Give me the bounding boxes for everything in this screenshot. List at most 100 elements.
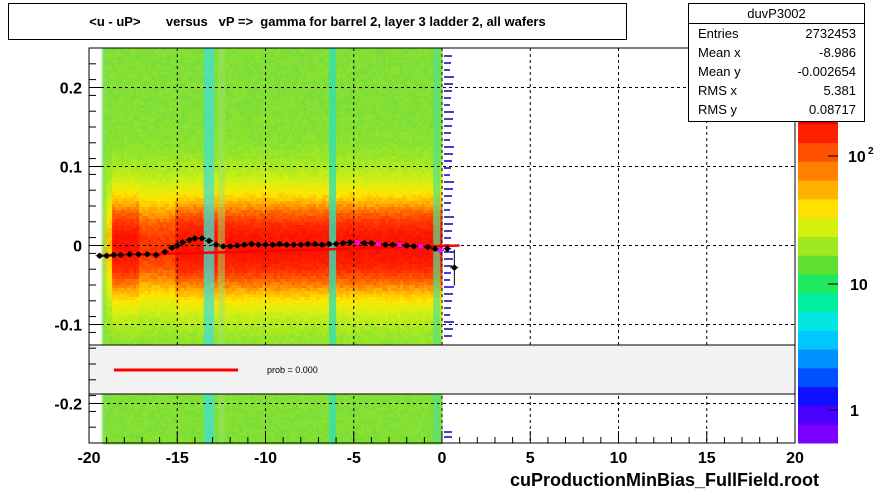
- heatmap-cell: [157, 117, 161, 121]
- heatmap-cell: [175, 69, 179, 73]
- heatmap-cell: [145, 276, 149, 280]
- heatmap-cell: [196, 288, 200, 292]
- heatmap-cell: [214, 174, 218, 178]
- heatmap-cell: [115, 126, 119, 130]
- heatmap-cell: [166, 420, 170, 424]
- heatmap-cell: [169, 414, 173, 418]
- heatmap-cell: [127, 132, 131, 136]
- heatmap-cell: [196, 60, 200, 64]
- heatmap-cell: [193, 255, 197, 259]
- heatmap-cell: [193, 207, 197, 211]
- heatmap-cell: [142, 207, 146, 211]
- heatmap-cell: [199, 234, 203, 238]
- heatmap-cell: [133, 72, 137, 76]
- heatmap-cell: [160, 405, 164, 409]
- heatmap-cell: [199, 207, 203, 211]
- heatmap-cell: [133, 105, 137, 109]
- heatmap-cell: [109, 141, 113, 145]
- heatmap-cell: [175, 147, 179, 151]
- heatmap-cell: [193, 309, 197, 313]
- heatmap-cell: [169, 420, 173, 424]
- heatmap-cell: [112, 228, 116, 232]
- heatmap-cell: [169, 321, 173, 325]
- heatmap-cell: [151, 333, 155, 337]
- heatmap-cell: [109, 69, 113, 73]
- heatmap-cell: [193, 144, 197, 148]
- heatmap-cell: [193, 63, 197, 67]
- heatmap-cell: [124, 171, 128, 175]
- heatmap-cell: [163, 318, 167, 322]
- heatmap-cell: [148, 48, 152, 52]
- heatmap-cell: [130, 96, 134, 100]
- heatmap-cell: [169, 339, 173, 343]
- heatmap-cell: [106, 327, 110, 331]
- heatmap-cell: [118, 222, 122, 226]
- heatmap-cell: [214, 51, 218, 55]
- heatmap-cell: [124, 54, 128, 58]
- heatmap-cell: [136, 210, 140, 214]
- heatmap-cell: [121, 69, 125, 73]
- heatmap-cell: [139, 294, 143, 298]
- heatmap-cell: [160, 435, 164, 439]
- heatmap-cell: [199, 171, 203, 175]
- heatmap-cell: [121, 126, 125, 130]
- heatmap-cell: [115, 255, 119, 259]
- heatmap-cell: [157, 132, 161, 136]
- heatmap-cell: [184, 435, 188, 439]
- heatmap-cell: [151, 315, 155, 319]
- heatmap-cell: [172, 324, 176, 328]
- heatmap-cell: [163, 423, 167, 427]
- heatmap-cell: [169, 438, 173, 442]
- heatmap-cell: [145, 333, 149, 337]
- heatmap-cell: [142, 198, 146, 202]
- heatmap-cell: [106, 258, 110, 262]
- heatmap-cell: [184, 171, 188, 175]
- heatmap-cell: [133, 402, 137, 406]
- heatmap-cell: [214, 192, 218, 196]
- heatmap-cell: [178, 90, 182, 94]
- heatmap-cell: [166, 279, 170, 283]
- heatmap-cell: [160, 144, 164, 148]
- heatmap-cell: [190, 222, 194, 226]
- heatmap-cell: [160, 429, 164, 433]
- heatmap-cell: [112, 63, 116, 67]
- heatmap-cell: [109, 138, 113, 142]
- heatmap-cell: [172, 333, 176, 337]
- heatmap-cell: [193, 99, 197, 103]
- heatmap-cell: [163, 411, 167, 415]
- heatmap-cell: [112, 438, 116, 442]
- heatmap-cell: [127, 432, 131, 436]
- heatmap-cell: [130, 414, 134, 418]
- heatmap-cell: [154, 111, 158, 115]
- heatmap-cell: [142, 99, 146, 103]
- heatmap-cell: [187, 426, 191, 430]
- heatmap-cell: [136, 339, 140, 343]
- heatmap-cell: [157, 396, 161, 400]
- heatmap-cell: [160, 108, 164, 112]
- heatmap-cell: [112, 333, 116, 337]
- heatmap-cell: [166, 264, 170, 268]
- heatmap-cell: [190, 336, 194, 340]
- heatmap-cell: [184, 204, 188, 208]
- heatmap-cell: [124, 306, 128, 310]
- heatmap-cell: [196, 75, 200, 79]
- heatmap-cell: [139, 135, 143, 139]
- heatmap-cell: [136, 240, 140, 244]
- heatmap-cell: [187, 243, 191, 247]
- heatmap-cell: [151, 63, 155, 67]
- heatmap-cell: [148, 417, 152, 421]
- heatmap-cell: [148, 333, 152, 337]
- heatmap-cell: [136, 429, 140, 433]
- heatmap-cell: [121, 81, 125, 85]
- heatmap-cell: [178, 408, 182, 412]
- heatmap-cell: [172, 414, 176, 418]
- heatmap-cell: [166, 114, 170, 118]
- heatmap-cell: [196, 78, 200, 82]
- heatmap-cell: [124, 96, 128, 100]
- heatmap-cell: [127, 420, 131, 424]
- heatmap-cell: [184, 342, 188, 346]
- heatmap-cell: [133, 408, 137, 412]
- heatmap-cell: [118, 429, 122, 433]
- heatmap-cell: [214, 171, 218, 175]
- heatmap-cell: [109, 129, 113, 133]
